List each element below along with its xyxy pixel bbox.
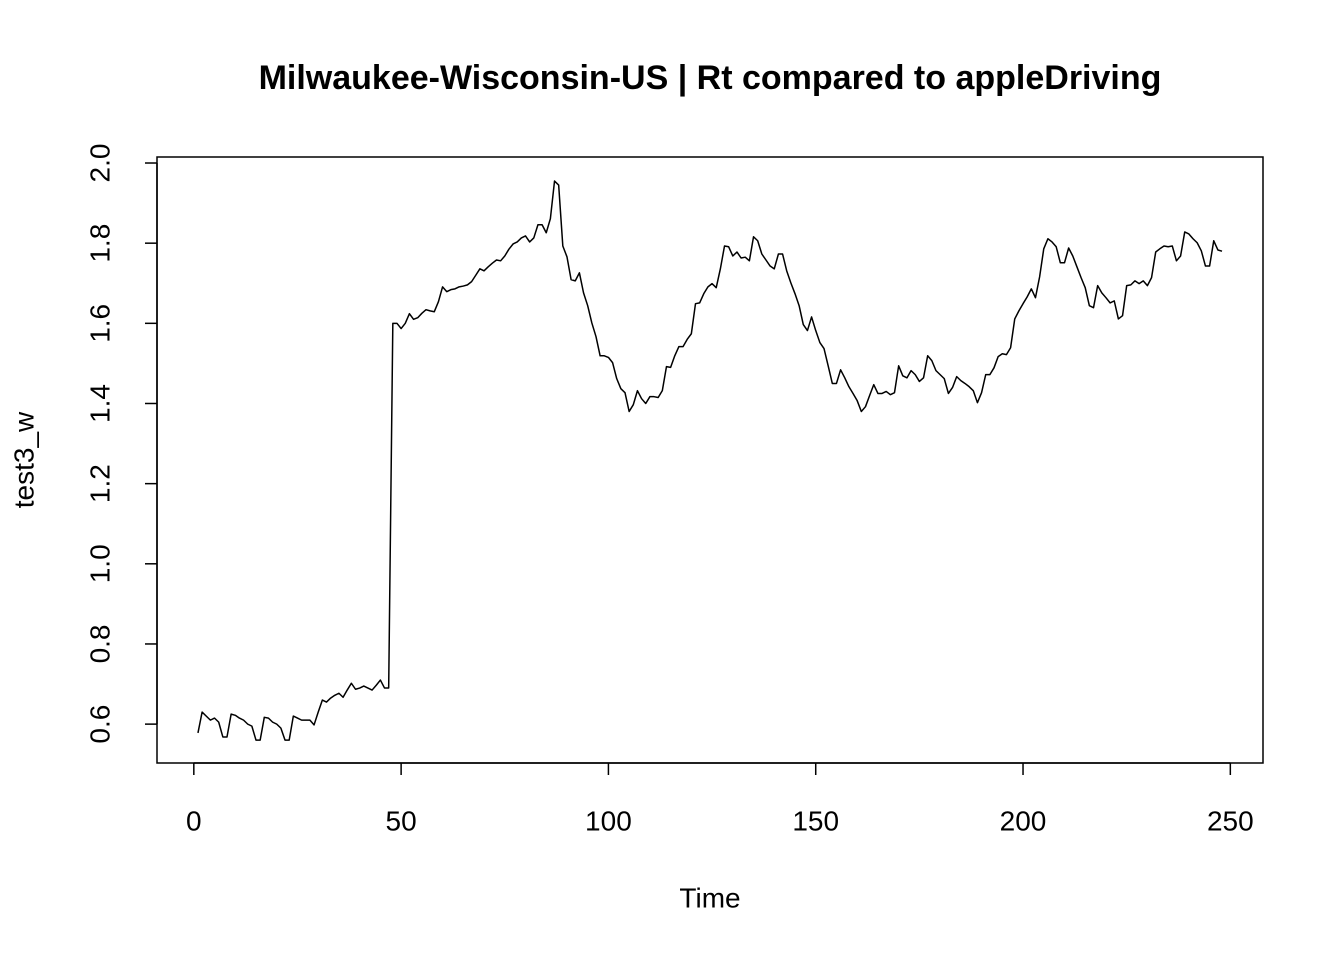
- x-tick-label: 200: [1000, 805, 1047, 836]
- y-tick-label: 0.8: [84, 624, 115, 663]
- y-tick-label: 1.6: [84, 304, 115, 343]
- x-axis-label: Time: [679, 882, 740, 913]
- x-tick-label: 250: [1207, 805, 1254, 836]
- chart-title: Milwaukee-Wisconsin-US | Rt compared to …: [259, 59, 1162, 97]
- y-tick-label: 1.0: [84, 544, 115, 583]
- y-tick-label: 1.2: [84, 464, 115, 503]
- y-tick-label: 1.4: [84, 384, 115, 423]
- y-tick-label: 1.8: [84, 224, 115, 263]
- data-line: [197, 180, 1223, 741]
- x-tick-label: 0: [186, 805, 202, 836]
- x-tick-label: 100: [585, 805, 632, 836]
- y-tick-label: 2.0: [84, 144, 115, 183]
- y-axis-label: test3_w: [8, 411, 39, 508]
- x-tick-label: 50: [386, 805, 417, 836]
- x-tick-label: 150: [792, 805, 839, 836]
- y-tick-label: 0.6: [84, 705, 115, 744]
